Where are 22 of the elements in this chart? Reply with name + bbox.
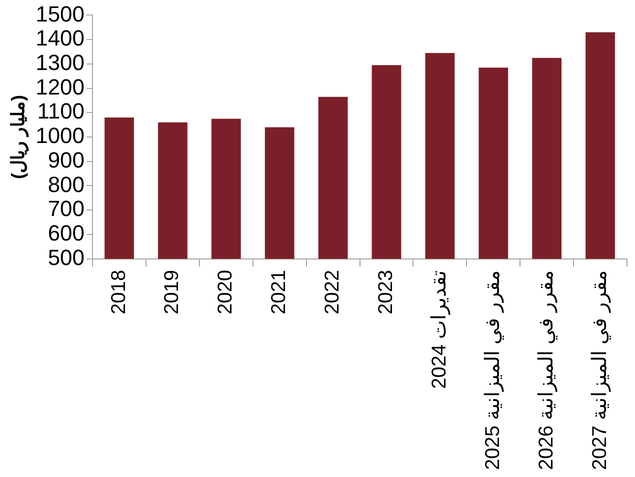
- y-tick-label: 900: [48, 147, 85, 172]
- y-axis-title: (مليار ريال): [8, 95, 29, 180]
- y-tick-label: 1100: [37, 98, 85, 124]
- y-tick-label: 600: [48, 220, 85, 246]
- x-tick-label: 2021: [268, 270, 290, 314]
- y-tick-label: 1000: [36, 123, 85, 148]
- x-tick-label: 2023: [375, 270, 398, 314]
- y-tick-label: 1300: [36, 50, 85, 75]
- x-tick-label: 2020: [214, 270, 237, 314]
- x-tick-label: 2018: [108, 270, 130, 314]
- y-tick-label: 500: [48, 244, 85, 270]
- x-tick-label: 2026 مقرر في الميزانية: [535, 270, 558, 470]
- y-tick-label: 700: [48, 196, 85, 222]
- y-tick-label: 1200: [36, 74, 85, 100]
- x-tick-label: 2019: [161, 270, 184, 314]
- y-tick-label: 1400: [36, 26, 85, 51]
- y-tick-label: 1500: [36, 1, 85, 26]
- y-tick-label: 800: [48, 172, 85, 197]
- x-tick-label: 2024 تقديرات: [428, 270, 450, 389]
- x-tick-label: 2022: [322, 270, 344, 314]
- x-tick-label: 2027 مقرر في الميزانية: [588, 270, 611, 470]
- x-tick-label: 2025 مقرر في الميزانية: [482, 270, 504, 470]
